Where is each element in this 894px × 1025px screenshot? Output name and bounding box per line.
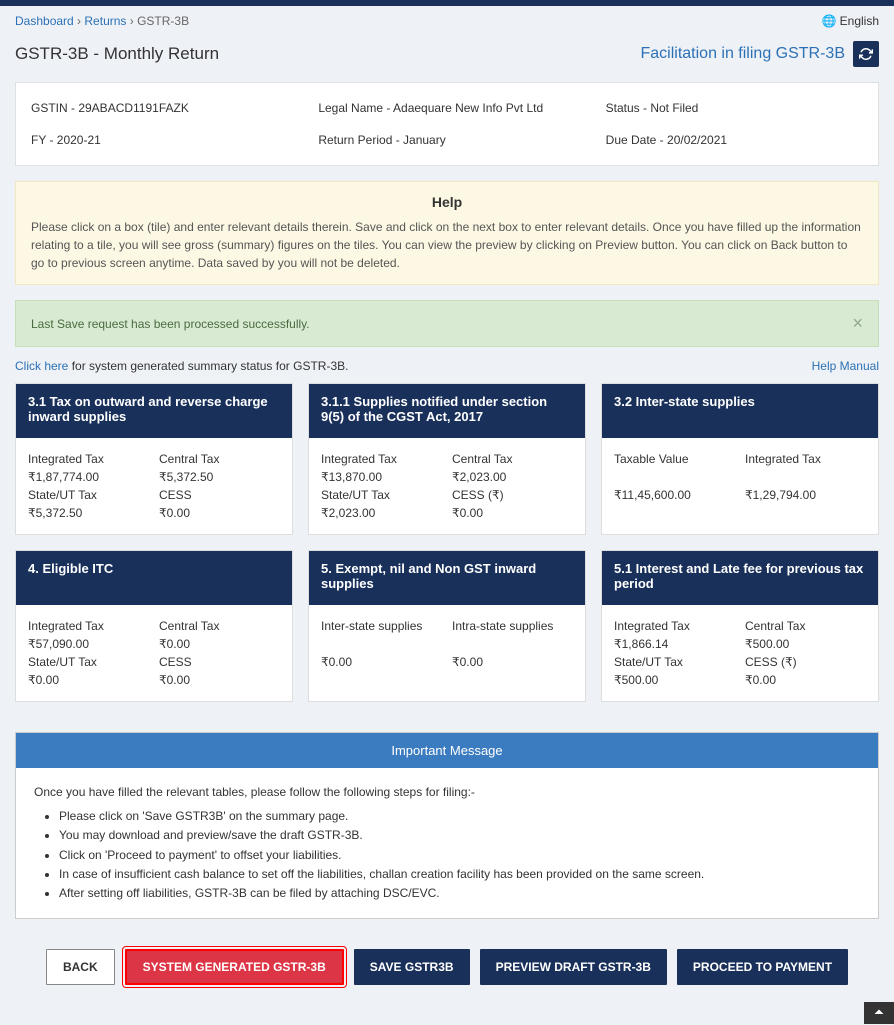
tile-label: Central Tax bbox=[452, 452, 573, 466]
tile-label: Central Tax bbox=[745, 619, 866, 633]
tile-header: 3.1.1 Supplies notified under section 9(… bbox=[309, 384, 585, 438]
refresh-icon[interactable] bbox=[853, 41, 879, 67]
tile-label: Central Tax bbox=[159, 619, 280, 633]
tile-value: ₹0.00 bbox=[321, 655, 442, 687]
tile-0[interactable]: 3.1 Tax on outward and reverse charge in… bbox=[15, 383, 293, 535]
legal-name: Legal Name - Adaequare New Info Pvt Ltd bbox=[318, 101, 575, 115]
msg-intro: Once you have filled the relevant tables… bbox=[34, 783, 860, 802]
tile-body: Integrated Tax Central Tax ₹1,866.14 ₹500.0… bbox=[602, 605, 878, 701]
help-manual-link[interactable]: Help Manual bbox=[812, 359, 879, 373]
tile-2[interactable]: 3.2 Inter-state supplies Taxable Value Int… bbox=[601, 383, 879, 535]
msg-item: In case of insufficient cash balance to … bbox=[59, 865, 860, 884]
page-title: GSTR-3B - Monthly Return bbox=[15, 44, 219, 64]
facilitation-link[interactable]: Facilitation in filing GSTR-3B bbox=[640, 41, 879, 67]
fy: FY - 2020-21 bbox=[31, 133, 288, 147]
tile-value: ₹5,372.50 bbox=[159, 470, 280, 484]
msg-item: After setting off liabilities, GSTR-3B c… bbox=[59, 884, 860, 903]
tile-label: State/UT Tax bbox=[28, 488, 149, 502]
msg-header: Important Message bbox=[16, 733, 878, 768]
save-button[interactable]: SAVE GSTR3B bbox=[354, 949, 470, 985]
summary-text: Click here for system generated summary … bbox=[15, 359, 348, 373]
breadcrumb-returns[interactable]: Returns bbox=[84, 14, 126, 28]
tile-value: ₹0.00 bbox=[745, 673, 866, 687]
tile-3[interactable]: 4. Eligible ITC Integrated Tax Central Tax… bbox=[15, 550, 293, 702]
tile-body: Integrated Tax Central Tax ₹13,870.00 ₹2,02… bbox=[309, 438, 585, 534]
breadcrumb-dashboard[interactable]: Dashboard bbox=[15, 14, 74, 28]
alert-text: Last Save request has been processed suc… bbox=[31, 317, 310, 331]
tile-header: 4. Eligible ITC bbox=[16, 551, 292, 605]
tile-header: 3.2 Inter-state supplies bbox=[602, 384, 878, 438]
tile-value: ₹0.00 bbox=[452, 655, 573, 687]
help-text: Please click on a box (tile) and enter r… bbox=[31, 218, 863, 272]
preview-button[interactable]: PREVIEW DRAFT GSTR-3B bbox=[480, 949, 667, 985]
info-panel: GSTIN - 29ABACD1191FAZK Legal Name - Ada… bbox=[15, 82, 879, 166]
tile-header: 5. Exempt, nil and Non GST inward suppli… bbox=[309, 551, 585, 605]
tile-1[interactable]: 3.1.1 Supplies notified under section 9(… bbox=[308, 383, 586, 535]
tile-label: Central Tax bbox=[159, 452, 280, 466]
tile-value: ₹57,090.00 bbox=[28, 637, 149, 651]
tile-value: ₹1,866.14 bbox=[614, 637, 735, 651]
help-panel: Help Please click on a box (tile) and en… bbox=[15, 181, 879, 285]
gstin: GSTIN - 29ABACD1191FAZK bbox=[31, 101, 288, 115]
system-generated-button[interactable]: SYSTEM GENERATED GSTR-3B bbox=[125, 949, 344, 985]
tile-value: ₹0.00 bbox=[159, 637, 280, 651]
tile-value: ₹13,870.00 bbox=[321, 470, 442, 484]
tile-label: CESS bbox=[159, 488, 280, 502]
tile-value: ₹0.00 bbox=[159, 673, 280, 687]
tile-label: State/UT Tax bbox=[321, 488, 442, 502]
due-date: Due Date - 20/02/2021 bbox=[606, 133, 863, 147]
tile-label: Integrated Tax bbox=[28, 619, 149, 633]
tile-body: Integrated Tax Central Tax ₹57,090.00 ₹0.00… bbox=[16, 605, 292, 701]
tile-value: ₹0.00 bbox=[159, 506, 280, 520]
proceed-button[interactable]: PROCEED TO PAYMENT bbox=[677, 949, 848, 985]
scroll-top-button[interactable] bbox=[864, 1002, 894, 1024]
breadcrumb: Dashboard › Returns › GSTR-3B bbox=[15, 14, 189, 28]
msg-item: Click on 'Proceed to payment' to offset … bbox=[59, 846, 860, 865]
tile-value: ₹1,87,774.00 bbox=[28, 470, 149, 484]
tile-5[interactable]: 5.1 Interest and Late fee for previous t… bbox=[601, 550, 879, 702]
tile-body: Taxable Value Integrated Tax ₹11,45,600.00… bbox=[602, 438, 878, 534]
tile-label: State/UT Tax bbox=[614, 655, 735, 669]
back-button[interactable]: BACK bbox=[46, 949, 115, 985]
tile-value: ₹0.00 bbox=[28, 673, 149, 687]
msg-item: Please click on 'Save GSTR3B' on the sum… bbox=[59, 807, 860, 826]
tile-value: ₹2,023.00 bbox=[321, 506, 442, 520]
help-title: Help bbox=[31, 194, 863, 210]
tile-label: Integrated Tax bbox=[745, 452, 866, 484]
tile-label: CESS bbox=[159, 655, 280, 669]
tile-header: 3.1 Tax on outward and reverse charge in… bbox=[16, 384, 292, 438]
tile-label: Intra-state supplies bbox=[452, 619, 573, 651]
return-period: Return Period - January bbox=[318, 133, 575, 147]
tile-body: Inter-state supplies Intra-state supplies… bbox=[309, 605, 585, 701]
tile-header: 5.1 Interest and Late fee for previous t… bbox=[602, 551, 878, 605]
tile-label: Integrated Tax bbox=[614, 619, 735, 633]
msg-item: You may download and preview/save the dr… bbox=[59, 826, 860, 845]
click-here-link[interactable]: Click here bbox=[15, 359, 68, 373]
tile-value: ₹500.00 bbox=[614, 673, 735, 687]
tile-4[interactable]: 5. Exempt, nil and Non GST inward suppli… bbox=[308, 550, 586, 702]
tile-value: ₹5,372.50 bbox=[28, 506, 149, 520]
tile-value: ₹2,023.00 bbox=[452, 470, 573, 484]
tile-label: CESS (₹) bbox=[452, 488, 573, 502]
tile-label: Taxable Value bbox=[614, 452, 735, 484]
tile-value: ₹500.00 bbox=[745, 637, 866, 651]
status: Status - Not Filed bbox=[606, 101, 863, 115]
tile-label: Integrated Tax bbox=[321, 452, 442, 466]
breadcrumb-current: GSTR-3B bbox=[137, 14, 189, 28]
tile-label: State/UT Tax bbox=[28, 655, 149, 669]
tile-body: Integrated Tax Central Tax ₹1,87,774.00 ₹5,… bbox=[16, 438, 292, 534]
important-message-panel: Important Message Once you have filled t… bbox=[15, 732, 879, 919]
tile-value: ₹11,45,600.00 bbox=[614, 488, 735, 520]
tile-value: ₹0.00 bbox=[452, 506, 573, 520]
globe-icon: 🌐 bbox=[822, 14, 837, 28]
tile-label: Integrated Tax bbox=[28, 452, 149, 466]
tile-label: CESS (₹) bbox=[745, 655, 866, 669]
tile-value: ₹1,29,794.00 bbox=[745, 488, 866, 520]
tile-label: Inter-state supplies bbox=[321, 619, 442, 651]
language-selector[interactable]: 🌐English bbox=[822, 14, 879, 28]
success-alert: Last Save request has been processed suc… bbox=[15, 300, 879, 347]
close-icon[interactable]: × bbox=[852, 313, 863, 334]
